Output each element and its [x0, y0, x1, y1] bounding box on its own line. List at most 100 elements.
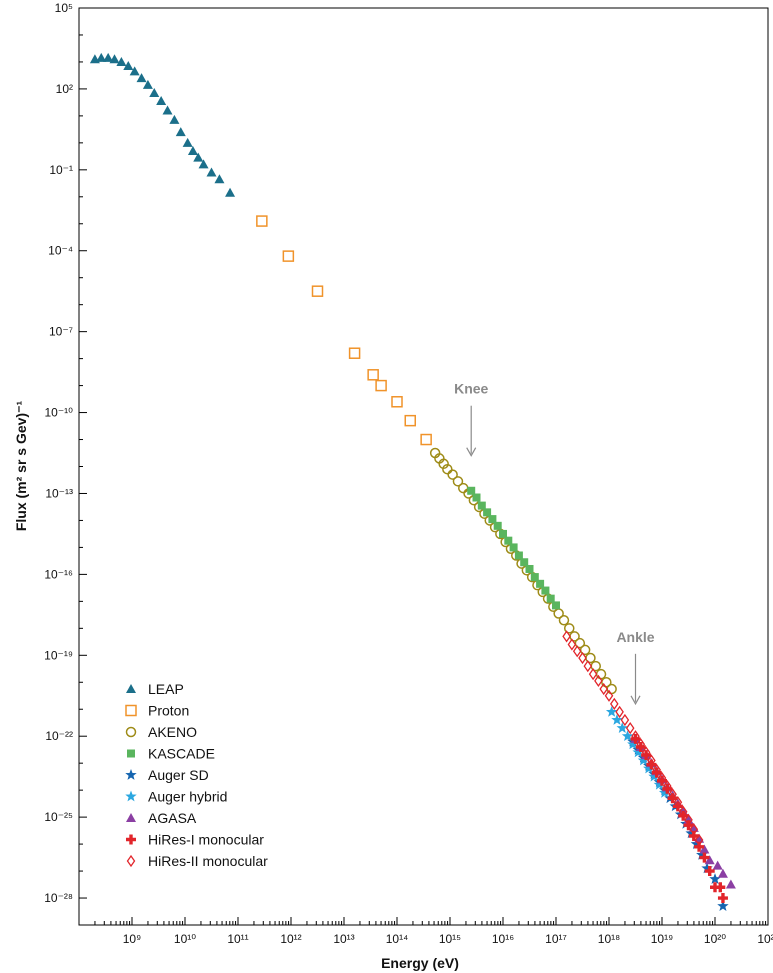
legend-marker-akeno	[125, 726, 137, 738]
legend-item-hires-i-monocular: HiRes-I monocular	[126, 832, 264, 848]
data-point-auger-hybrid	[632, 746, 644, 758]
data-point-hires-ii-monocular	[572, 645, 582, 658]
data-point-kascade	[493, 521, 502, 530]
data-point-auger-sd	[717, 900, 729, 911]
data-point-hires-i-monocular	[688, 830, 699, 841]
data-point-leap	[198, 159, 209, 169]
data-point-akeno	[442, 463, 453, 475]
data-point-hires-i-monocular	[717, 893, 728, 904]
data-point-hires-i-monocular	[710, 882, 720, 893]
data-point-auger-hybrid	[621, 730, 634, 742]
data-point-auger-hybrid	[643, 762, 655, 774]
data-point-proton	[282, 250, 295, 262]
data-point-auger-hybrid	[658, 786, 671, 798]
data-point-hires-i-monocular	[704, 866, 715, 877]
data-point-auger-hybrid	[616, 722, 628, 733]
data-point-leap	[193, 152, 204, 162]
data-point-auger-hybrid	[605, 705, 618, 717]
data-point-kascade	[488, 515, 497, 524]
legend-item-auger-sd: Auger SD	[125, 767, 209, 783]
data-point-kascade	[509, 543, 518, 552]
y-tick-label: 10²	[56, 82, 73, 96]
data-point-akeno	[452, 476, 464, 487]
data-points	[89, 52, 736, 911]
data-point-agasa	[704, 855, 715, 865]
x-tick-label: 10¹²	[280, 932, 301, 946]
legend-item-auger-hybrid: Auger hybrid	[125, 789, 227, 805]
data-point-hires-i-monocular	[657, 775, 667, 786]
x-tick-label: 10¹¹	[227, 932, 248, 946]
data-point-leap	[187, 145, 198, 155]
data-point-leap	[142, 79, 153, 89]
data-point-kascade	[536, 579, 545, 588]
data-point-hires-ii-monocular	[652, 763, 661, 777]
x-tick-label: 10¹³	[333, 932, 354, 946]
data-point-hires-ii-monocular	[599, 682, 608, 696]
data-point-proton	[404, 414, 416, 427]
legend-item-leap: LEAP	[126, 681, 184, 697]
data-point-leap	[156, 96, 167, 106]
y-tick-label: 10⁻²⁵	[44, 810, 73, 824]
series-kascade	[467, 486, 560, 610]
legend-marker-proton	[125, 704, 137, 717]
data-point-kascade	[514, 551, 523, 560]
y-tick-label: 10⁻¹	[49, 163, 73, 177]
data-point-hires-i-monocular	[662, 783, 673, 794]
data-point-auger-sd	[709, 873, 721, 884]
data-point-akeno	[447, 469, 458, 480]
data-point-proton	[420, 433, 432, 446]
x-tick-label: 10⁹	[123, 932, 142, 946]
data-point-hires-ii-monocular	[636, 738, 646, 751]
ankle-arrowhead	[630, 695, 641, 706]
data-point-kascade	[541, 586, 550, 595]
data-point-akeno	[558, 614, 570, 626]
series-hires-ii-monocular	[562, 630, 704, 847]
data-point-hires-ii-monocular	[604, 689, 614, 702]
data-point-kascade	[472, 493, 481, 502]
y-tick-label: 10⁻⁷	[49, 325, 73, 339]
data-point-hires-i-monocular	[694, 841, 705, 852]
data-point-leap	[116, 56, 127, 66]
y-axis-title: Flux (m² sr s Gev)⁻¹	[13, 401, 29, 532]
legend-item-kascade: KASCADE	[127, 746, 215, 762]
legend-label-agasa: AGASA	[148, 810, 197, 826]
data-point-proton	[348, 347, 361, 359]
data-point-hires-ii-monocular	[625, 721, 635, 735]
x-tick-label: 10¹⁵	[439, 932, 461, 946]
data-point-kascade	[483, 508, 492, 517]
data-point-akeno	[579, 644, 591, 656]
data-point-hires-ii-monocular	[583, 659, 593, 673]
y-tick-labels: 10⁵ 10² 10⁻¹ 10⁻⁴ 10⁻⁷ 10⁻¹⁰ 10⁻¹³ 10⁻¹⁶ 10⁻¹⁹ 10…	[44, 1, 73, 905]
y-tick-label: 10⁻²⁸	[44, 891, 73, 905]
data-point-auger-sd	[696, 848, 708, 860]
data-point-kascade	[552, 601, 560, 610]
legend-marker-leap	[126, 684, 136, 693]
series-auger-hybrid	[605, 705, 671, 798]
data-point-hires-ii-monocular	[689, 823, 699, 836]
series-akeno	[429, 447, 617, 695]
y-tick-label: 10⁻¹⁹	[44, 648, 73, 662]
data-point-leap	[96, 52, 107, 62]
y-tick-label: 10⁻¹³	[45, 486, 73, 500]
data-point-hires-i-monocular	[715, 882, 726, 893]
x-tick-label: 10¹⁹	[651, 932, 673, 946]
x-tick-label: 10¹⁷	[545, 932, 567, 946]
data-point-auger-hybrid	[611, 714, 623, 725]
data-point-agasa	[712, 860, 723, 870]
ankle-label: Ankle	[616, 629, 654, 645]
data-point-agasa	[717, 868, 728, 878]
y-tick-label: 10⁻¹⁶	[44, 567, 73, 581]
y-tick-label: 10⁵	[55, 1, 73, 15]
data-point-kascade	[477, 501, 486, 510]
data-point-hires-ii-monocular	[588, 668, 598, 681]
legend-marker-auger-sd	[125, 769, 137, 780]
y-tick-label: 10⁻⁴	[48, 244, 73, 258]
data-point-kascade	[520, 558, 529, 567]
data-point-agasa	[699, 844, 710, 854]
legend-item-proton: Proton	[125, 703, 189, 719]
x-tick-label: 10¹⁸	[598, 932, 620, 946]
x-tick-label: 10¹⁶	[492, 932, 514, 946]
series-leap	[89, 52, 236, 197]
data-point-auger-hybrid	[627, 738, 639, 750]
knee-label: Knee	[454, 381, 488, 397]
